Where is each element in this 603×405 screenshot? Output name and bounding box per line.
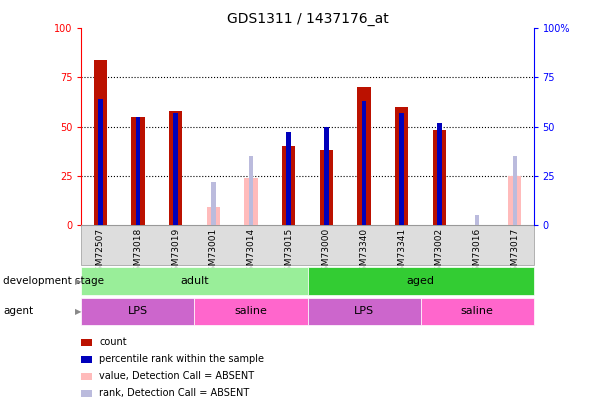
Text: saline: saline [461, 307, 494, 316]
Bar [433, 130, 446, 225]
Text: LPS: LPS [128, 307, 148, 316]
Bar [174, 113, 178, 225]
Text: value, Detection Call = ABSENT: value, Detection Call = ABSENT [99, 371, 254, 381]
Bar [244, 178, 257, 225]
Text: agent: agent [3, 307, 33, 316]
Title: GDS1311 / 1437176_at: GDS1311 / 1437176_at [227, 12, 388, 26]
Bar [131, 117, 145, 225]
Text: development stage: development stage [3, 276, 104, 286]
Bar [508, 176, 522, 225]
Bar [211, 181, 216, 225]
Bar [249, 156, 253, 225]
Text: count: count [99, 337, 127, 347]
Bar [358, 87, 371, 225]
Bar [207, 207, 220, 225]
Text: saline: saline [235, 307, 268, 316]
Bar [169, 111, 182, 225]
Bar [395, 107, 408, 225]
Bar [286, 132, 291, 225]
Bar [513, 156, 517, 225]
Bar [98, 99, 103, 225]
Bar [136, 117, 140, 225]
Text: adult: adult [180, 276, 209, 286]
Text: ▶: ▶ [75, 277, 82, 286]
Bar [320, 150, 333, 225]
Text: ▶: ▶ [75, 307, 82, 316]
Bar [400, 113, 404, 225]
Text: LPS: LPS [354, 307, 374, 316]
Bar [93, 60, 107, 225]
Text: rank, Detection Call = ABSENT: rank, Detection Call = ABSENT [99, 388, 250, 398]
Text: aged: aged [406, 276, 435, 286]
Bar [475, 215, 479, 225]
Bar [362, 101, 366, 225]
Text: percentile rank within the sample: percentile rank within the sample [99, 354, 265, 364]
Bar [282, 146, 295, 225]
Bar [437, 123, 442, 225]
Bar [324, 126, 329, 225]
